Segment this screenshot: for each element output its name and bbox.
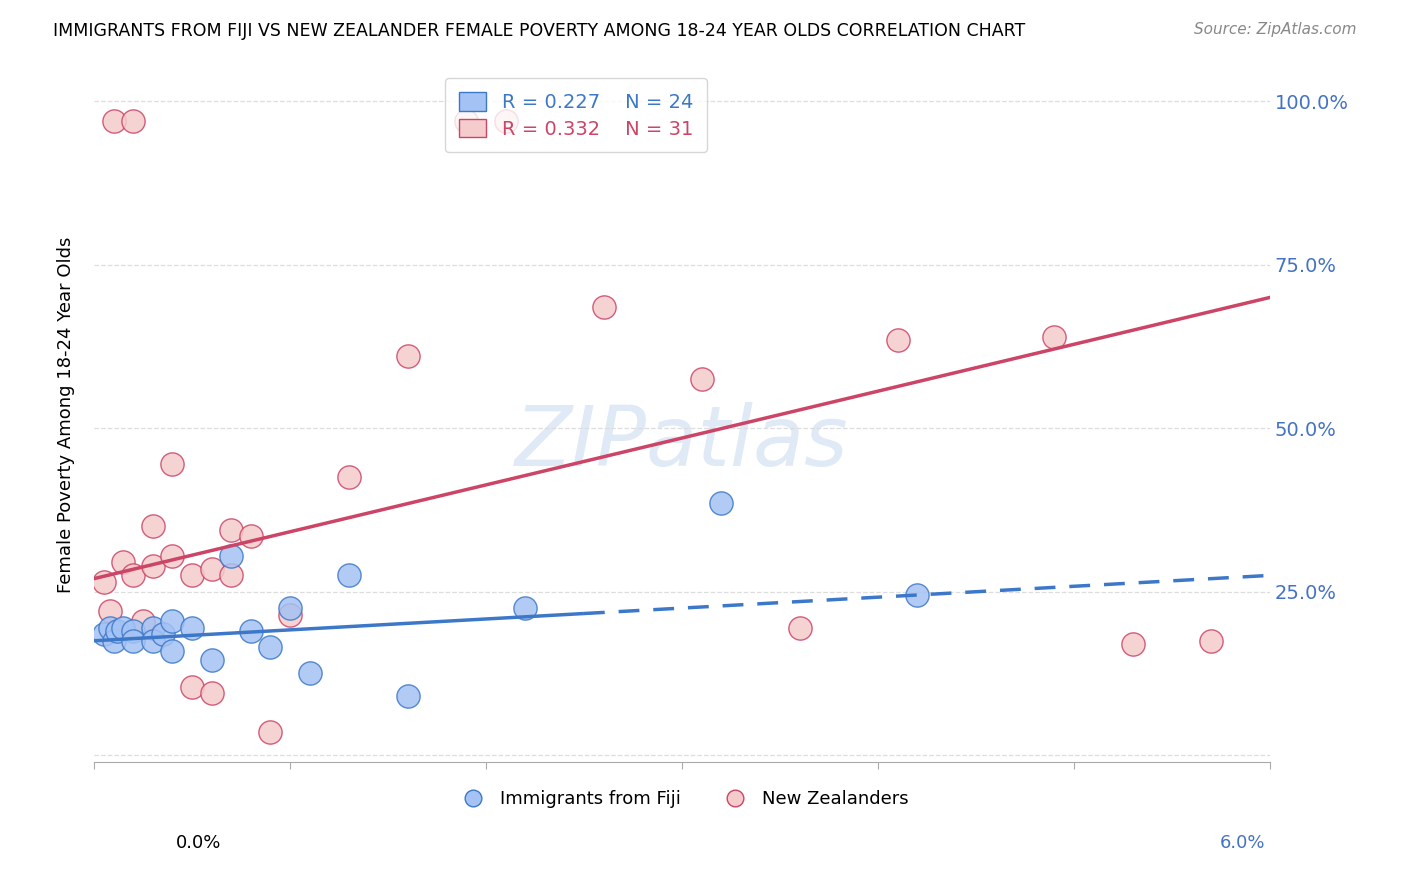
Text: 0.0%: 0.0% — [176, 834, 221, 852]
Point — [1122, 637, 1144, 651]
Point — [1199, 633, 1222, 648]
Point — [219, 568, 242, 582]
Point — [181, 680, 204, 694]
Point — [396, 690, 419, 704]
Point — [132, 614, 155, 628]
Point — [592, 300, 614, 314]
Point — [513, 601, 536, 615]
Point — [337, 470, 360, 484]
Point — [122, 568, 145, 582]
Point — [239, 529, 262, 543]
Text: IMMIGRANTS FROM FIJI VS NEW ZEALANDER FEMALE POVERTY AMONG 18-24 YEAR OLDS CORRE: IMMIGRANTS FROM FIJI VS NEW ZEALANDER FE… — [53, 22, 1026, 40]
Point — [142, 633, 165, 648]
Point — [103, 633, 125, 648]
Point — [278, 607, 301, 622]
Point — [103, 113, 125, 128]
Point — [142, 621, 165, 635]
Point — [298, 666, 321, 681]
Point — [456, 113, 478, 128]
Point — [98, 604, 121, 618]
Point — [259, 725, 281, 739]
Point — [337, 568, 360, 582]
Point — [905, 588, 928, 602]
Point — [495, 113, 517, 128]
Point — [396, 349, 419, 363]
Point — [122, 113, 145, 128]
Point — [122, 624, 145, 638]
Point — [181, 621, 204, 635]
Point — [98, 621, 121, 635]
Point — [162, 549, 184, 563]
Text: ZIPatlas: ZIPatlas — [515, 402, 849, 483]
Y-axis label: Female Poverty Among 18-24 Year Olds: Female Poverty Among 18-24 Year Olds — [58, 237, 75, 593]
Point — [93, 574, 115, 589]
Point — [200, 686, 222, 700]
Point — [239, 624, 262, 638]
Point — [142, 558, 165, 573]
Point — [200, 653, 222, 667]
Point — [122, 633, 145, 648]
Point — [162, 614, 184, 628]
Point — [181, 568, 204, 582]
Legend: Immigrants from Fiji, New Zealanders: Immigrants from Fiji, New Zealanders — [447, 782, 917, 815]
Point — [112, 621, 135, 635]
Point — [162, 643, 184, 657]
Point — [93, 627, 115, 641]
Point — [152, 627, 174, 641]
Point — [142, 519, 165, 533]
Point — [112, 555, 135, 569]
Point — [219, 523, 242, 537]
Point — [1043, 329, 1066, 343]
Point — [690, 372, 713, 386]
Point — [886, 333, 908, 347]
Point — [278, 601, 301, 615]
Point — [259, 640, 281, 655]
Point — [219, 549, 242, 563]
Point — [162, 457, 184, 471]
Point — [200, 562, 222, 576]
Point — [710, 496, 733, 510]
Text: Source: ZipAtlas.com: Source: ZipAtlas.com — [1194, 22, 1357, 37]
Point — [789, 621, 811, 635]
Text: 6.0%: 6.0% — [1220, 834, 1265, 852]
Point — [107, 624, 129, 638]
